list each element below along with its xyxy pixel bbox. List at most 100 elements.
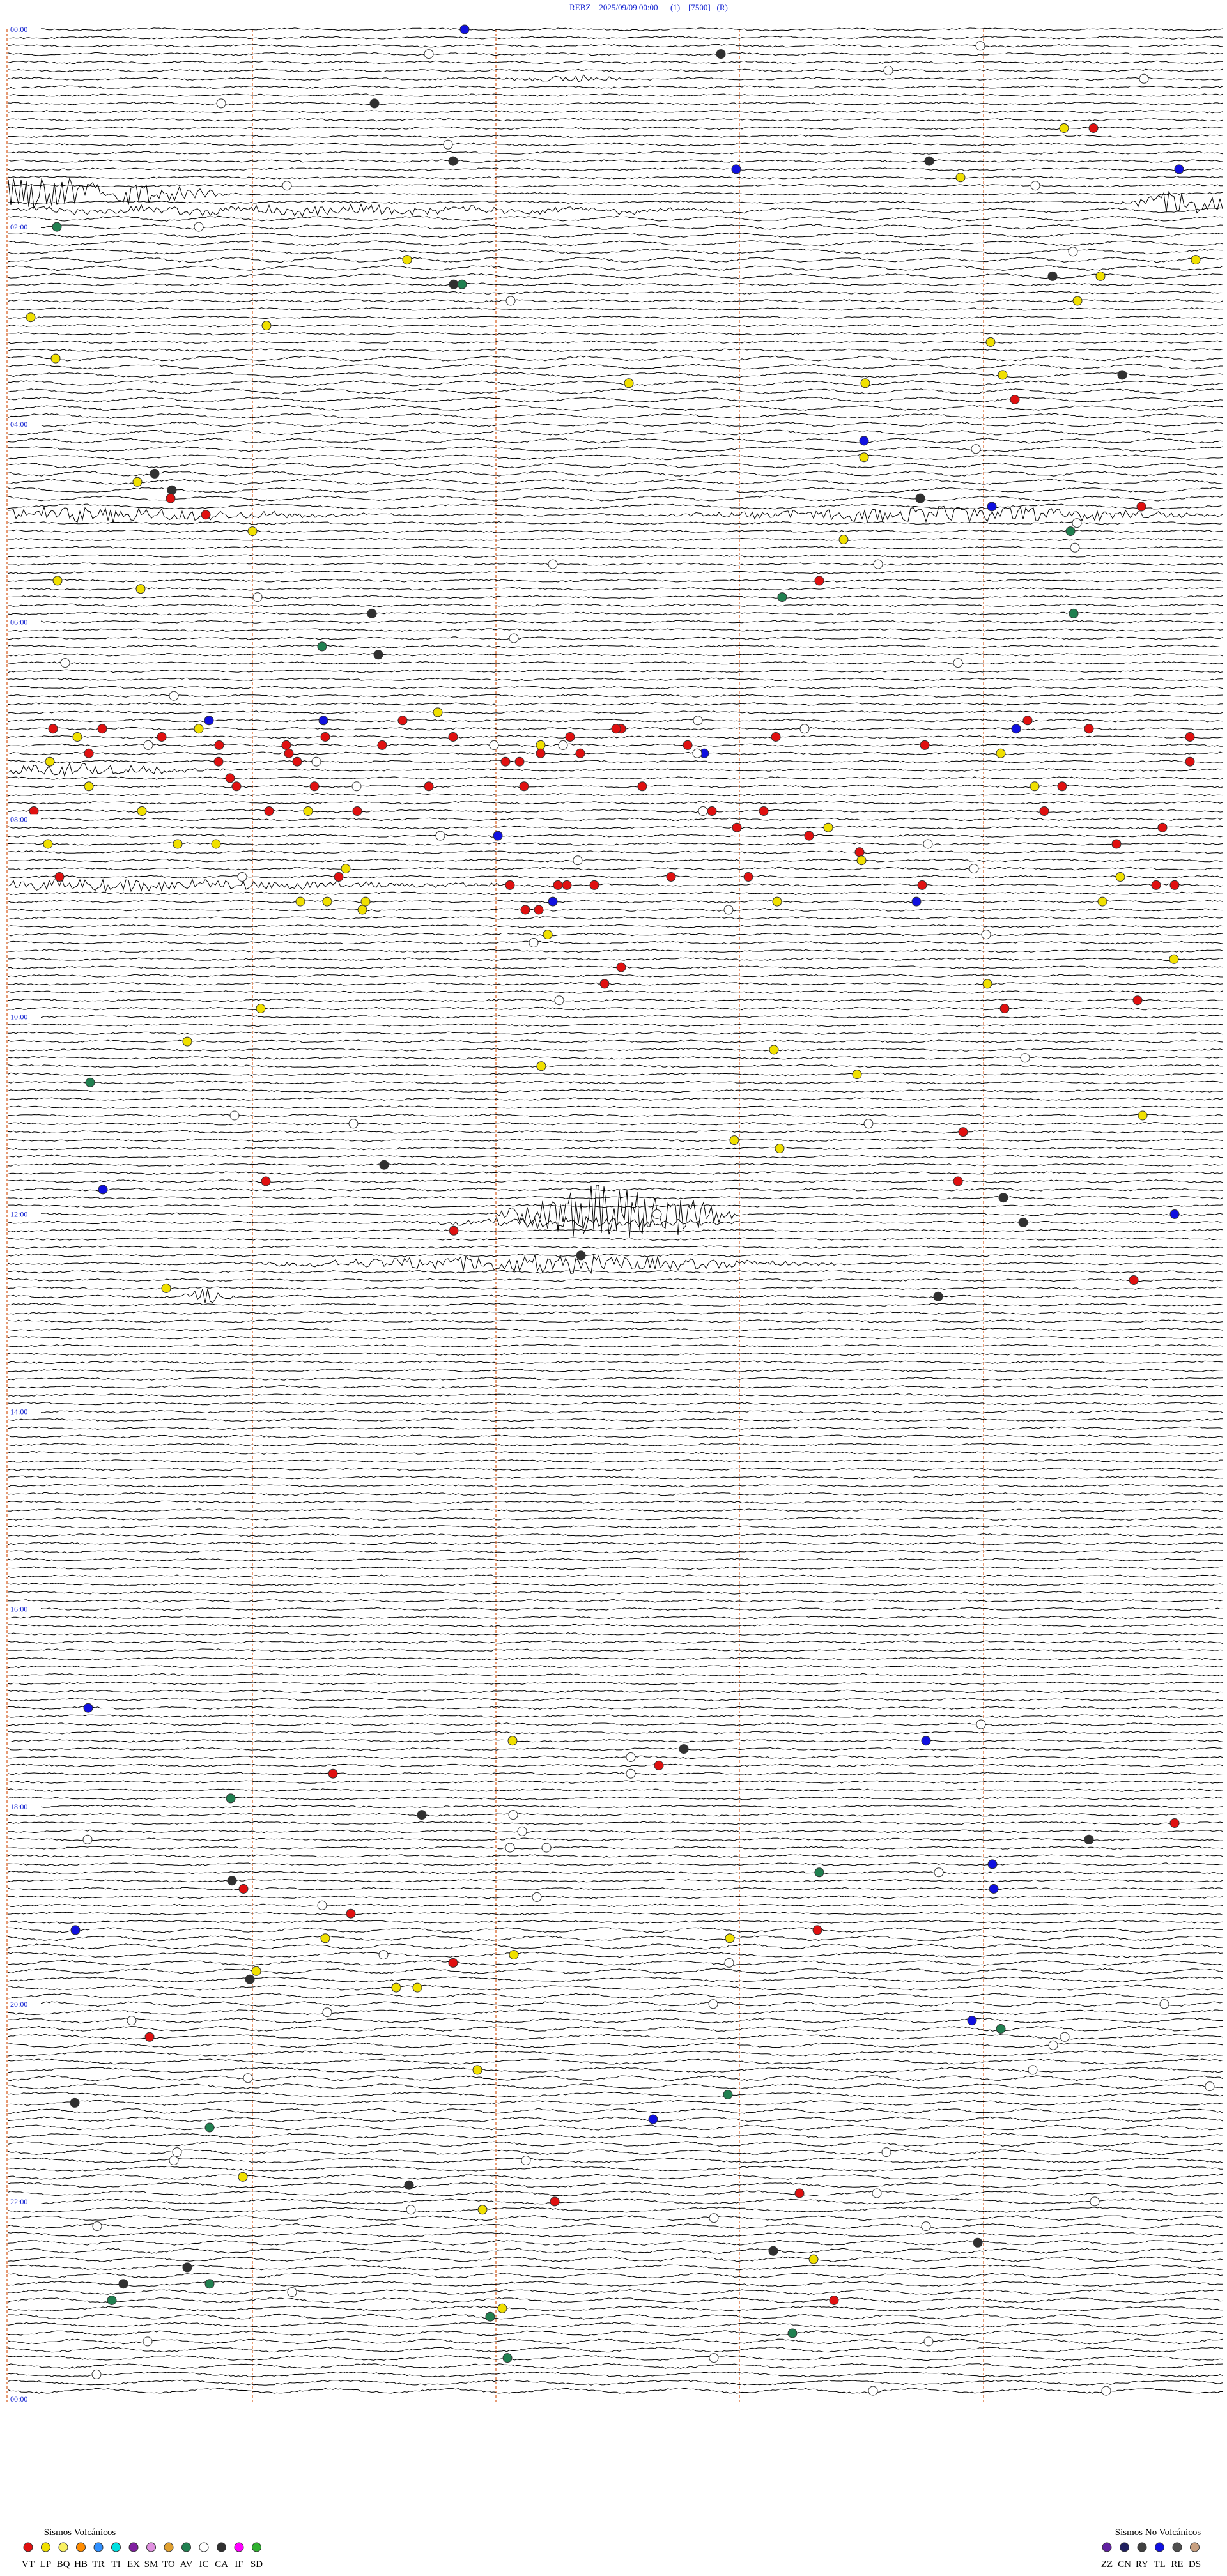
event-marker bbox=[775, 1144, 785, 1153]
trace bbox=[8, 1064, 1223, 1068]
trace bbox=[8, 1289, 1223, 1303]
event-marker bbox=[955, 172, 966, 183]
event-marker bbox=[357, 905, 367, 915]
trace bbox=[8, 2223, 1223, 2230]
event-marker bbox=[769, 1045, 779, 1055]
trace bbox=[8, 1483, 1223, 1488]
event-marker bbox=[54, 872, 65, 882]
trace bbox=[8, 1722, 1223, 1726]
event-marker bbox=[562, 880, 572, 890]
event-marker bbox=[459, 24, 470, 34]
trace bbox=[8, 348, 1223, 353]
event-marker bbox=[550, 2196, 560, 2207]
event-marker bbox=[532, 1892, 542, 1902]
trace bbox=[8, 1122, 1223, 1126]
event-marker bbox=[698, 806, 708, 816]
trace bbox=[8, 1615, 1223, 1620]
event-marker bbox=[84, 781, 94, 792]
time-label: 22:00 bbox=[10, 2197, 27, 2206]
trace bbox=[8, 1623, 1223, 1628]
event-marker bbox=[917, 880, 927, 890]
trace bbox=[8, 1854, 1223, 1858]
trace bbox=[8, 792, 1223, 797]
event-marker bbox=[167, 485, 177, 495]
trace bbox=[8, 760, 1223, 764]
event-marker bbox=[679, 1744, 689, 1754]
trace bbox=[8, 2297, 1223, 2304]
event-marker bbox=[915, 493, 925, 503]
trace bbox=[8, 1903, 1223, 1908]
trace bbox=[8, 60, 1223, 65]
trace bbox=[8, 340, 1223, 344]
event-marker bbox=[873, 559, 883, 569]
trace bbox=[8, 1195, 1223, 1200]
event-marker bbox=[743, 872, 753, 882]
trace bbox=[8, 611, 1223, 616]
trace bbox=[8, 2182, 1223, 2188]
legend-label: LP bbox=[40, 2559, 52, 2570]
event-marker bbox=[971, 444, 981, 454]
event-marker bbox=[214, 740, 224, 750]
trace bbox=[8, 1015, 1223, 1019]
trace bbox=[8, 503, 1223, 510]
event-marker bbox=[999, 1004, 1010, 1013]
trace bbox=[8, 1837, 1223, 1842]
trace bbox=[8, 2001, 1223, 2007]
event-marker bbox=[521, 2156, 531, 2165]
event-marker bbox=[1030, 781, 1040, 792]
event-marker bbox=[969, 864, 979, 874]
event-marker bbox=[911, 896, 922, 907]
event-marker bbox=[1174, 164, 1184, 174]
trace bbox=[8, 2288, 1223, 2296]
trace bbox=[8, 2273, 1223, 2279]
trace bbox=[8, 990, 1223, 994]
event-marker bbox=[1072, 296, 1083, 306]
event-marker bbox=[1022, 716, 1033, 726]
trace bbox=[8, 1665, 1223, 1669]
event-marker bbox=[1097, 896, 1107, 907]
trace bbox=[8, 2067, 1223, 2073]
legend-swatch bbox=[58, 2542, 68, 2552]
trace bbox=[8, 1657, 1223, 1660]
event-marker bbox=[856, 855, 867, 866]
event-marker bbox=[693, 716, 703, 726]
trace bbox=[8, 1031, 1223, 1035]
trace bbox=[8, 1862, 1223, 1866]
legend-swatch bbox=[181, 2542, 191, 2552]
event-marker bbox=[709, 2353, 719, 2363]
label-bg bbox=[8, 1406, 41, 1416]
header-title: REBZ 2025/09/09 00:00 (1) [7500] (R) bbox=[569, 3, 728, 12]
trace bbox=[8, 2313, 1223, 2320]
trace bbox=[8, 2034, 1223, 2040]
label-bg bbox=[8, 222, 41, 231]
event-marker bbox=[1084, 724, 1094, 734]
legend-label: ZZ bbox=[1101, 2559, 1113, 2570]
trace bbox=[8, 52, 1223, 56]
legend-swatch bbox=[1172, 2542, 1182, 2552]
trace bbox=[8, 1255, 1223, 1274]
trace bbox=[8, 2256, 1223, 2262]
event-marker bbox=[247, 526, 258, 537]
event-marker bbox=[814, 576, 824, 586]
event-marker bbox=[799, 724, 810, 734]
event-marker bbox=[238, 1884, 249, 1894]
trace bbox=[8, 1541, 1223, 1545]
event-marker bbox=[252, 592, 263, 602]
trace bbox=[8, 1097, 1223, 1101]
trace bbox=[8, 1747, 1223, 1751]
trace bbox=[8, 355, 1223, 362]
event-marker bbox=[1020, 1053, 1030, 1063]
event-marker bbox=[157, 732, 167, 742]
trace bbox=[8, 2108, 1223, 2114]
trace bbox=[8, 743, 1223, 747]
event-marker bbox=[256, 1004, 266, 1013]
event-marker bbox=[1185, 732, 1195, 742]
legend-label: HB bbox=[74, 2559, 88, 2570]
event-marker bbox=[548, 559, 558, 569]
trace bbox=[8, 404, 1223, 411]
event-marker bbox=[1065, 526, 1076, 537]
event-marker bbox=[967, 2016, 977, 2026]
event-marker bbox=[144, 2032, 155, 2042]
event-marker bbox=[497, 2303, 507, 2313]
